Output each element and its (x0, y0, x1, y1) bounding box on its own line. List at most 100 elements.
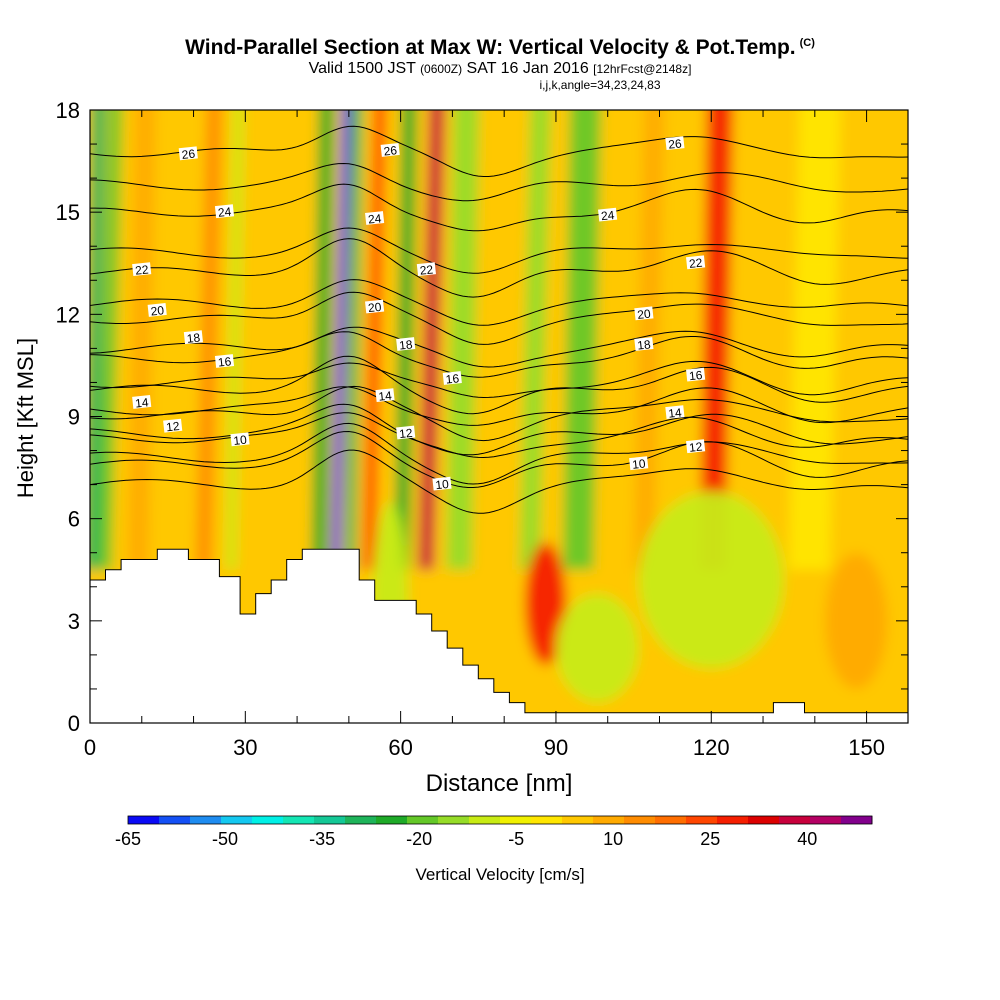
chart-title-text: Wind-Parallel Section at Max W: Vertical… (185, 36, 796, 59)
x-tick-label: 60 (388, 735, 412, 760)
contour-label-box (396, 337, 416, 351)
plot-axes: 0 30 60 90 120 150 0 3 6 9 12 15 18 (56, 98, 909, 760)
x-tick-label: 120 (693, 735, 730, 760)
colorbar-swatch (314, 816, 346, 824)
contour-label-text: 18 (637, 337, 652, 352)
contour-label-box (214, 354, 235, 368)
theta-contour-minor (90, 291, 908, 345)
velocity-cell (825, 552, 888, 689)
chart-indices: i,j,k,angle=34,23,24,83 (539, 78, 661, 92)
contour-label-box (442, 371, 462, 385)
colorbar-label: Vertical Velocity [cm/s] (415, 865, 584, 884)
y-axis-label: Height [Kft MSL] (13, 338, 38, 498)
terrain-mask (89, 548, 909, 724)
subtitle-utc-time: (0600Z) (420, 62, 463, 76)
contour-label-box (396, 425, 416, 440)
theta-contour (90, 326, 908, 368)
contour-label: 24 (214, 204, 235, 220)
y-tick-label: 3 (68, 609, 80, 634)
theta-contour (90, 162, 908, 202)
theta-contour (90, 279, 908, 326)
contour-label-text: 24 (600, 208, 615, 223)
velocity-band (519, 110, 551, 570)
colorbar-tick-label: -50 (212, 829, 238, 849)
contour-label-box (432, 476, 452, 491)
colorbar-swatch (593, 816, 625, 824)
contour-label: 12 (686, 439, 706, 455)
colorbar-swatch (159, 816, 191, 824)
contour-label: 14 (132, 394, 152, 411)
contour-label: 22 (132, 262, 152, 278)
contour-label: 24 (598, 207, 618, 223)
colorbar-swatch (841, 816, 873, 824)
contour-label: 16 (442, 371, 462, 387)
terrain-profile (89, 548, 909, 724)
contour-label: 20 (634, 306, 654, 322)
contour-label: 14 (665, 405, 685, 421)
contour-label-box (416, 262, 436, 277)
colorbar-swatch (283, 816, 315, 824)
contour-label-box (183, 330, 203, 345)
contour-label-text: 26 (668, 136, 683, 151)
theta-contour (90, 449, 908, 514)
y-tick-label: 6 (68, 507, 80, 532)
subtitle-date: SAT 16 Jan 2016 (466, 60, 589, 77)
x-tick-label: 90 (544, 735, 568, 760)
contour-label-text: 20 (150, 303, 165, 318)
colorbar-tick-label: -5 (508, 829, 524, 849)
colorbar-swatch (531, 816, 563, 824)
colorbar-tick-label: -20 (406, 829, 432, 849)
velocity-cell (524, 542, 567, 666)
contour-label-text: 12 (398, 426, 413, 441)
contour-label: 24 (365, 211, 385, 227)
velocity-band (345, 110, 363, 570)
colorbar-swatch (438, 816, 470, 824)
colorbar-swatch (810, 816, 842, 824)
contour-label-text: 18 (398, 337, 413, 352)
colorbar-swatch (252, 816, 284, 824)
theta-contour (90, 227, 908, 274)
velocity-band (562, 110, 601, 570)
contour-label-text: 22 (134, 262, 149, 277)
colorbar-swatch (779, 816, 811, 824)
contour-label: 26 (665, 136, 685, 152)
theta-contour-minor (90, 430, 908, 488)
colorbar-swatch (376, 816, 408, 824)
contour-label-text: 22 (688, 256, 703, 271)
theta-contour (90, 422, 908, 485)
contour-label-box (147, 302, 167, 317)
theta-contour-minor (90, 355, 908, 415)
colorbar-swatch (469, 816, 501, 824)
contour-label-box (686, 255, 706, 270)
contour-label-text: 24 (217, 205, 232, 220)
contour-label-text: 20 (367, 300, 382, 315)
colorbar-tick-label: -35 (309, 829, 335, 849)
contour-label-text: 22 (419, 262, 434, 277)
x-tick-label: 0 (84, 735, 96, 760)
contour-label: 10 (432, 476, 452, 492)
contour-label-text: 14 (378, 388, 393, 403)
contour-label-text: 16 (217, 354, 232, 369)
contour-label-text: 18 (186, 331, 201, 346)
copyright-mark: (C) (799, 37, 815, 49)
contour-label: 26 (380, 142, 400, 159)
contour-label: 18 (634, 337, 654, 353)
velocity-band (98, 110, 123, 570)
colorbar-swatch (190, 816, 222, 824)
contour-label-box (634, 337, 654, 351)
contour-label-box (365, 211, 385, 225)
contour-label-text: 26 (383, 143, 398, 158)
y-tick-label: 18 (56, 98, 80, 123)
velocity-band (788, 110, 841, 570)
colorbar-tick-label: 10 (603, 829, 623, 849)
contour-label-box (178, 146, 198, 161)
chart-title: Wind-Parallel Section at Max W: Vertical… (0, 36, 1000, 60)
contour-label: 10 (230, 432, 250, 448)
y-tick-label: 9 (68, 405, 80, 430)
contour-label-text: 10 (435, 477, 450, 492)
velocity-band (311, 110, 335, 570)
chart-subtitle: Valid 1500 JST (0600Z) SAT 16 Jan 2016 [… (0, 60, 1000, 78)
colorbar: -65 -50 -35 -20 -5 10 25 40 (115, 815, 873, 849)
colorbar-swatch (562, 816, 594, 824)
subtitle-valid-time: Valid 1500 JST (308, 60, 416, 77)
